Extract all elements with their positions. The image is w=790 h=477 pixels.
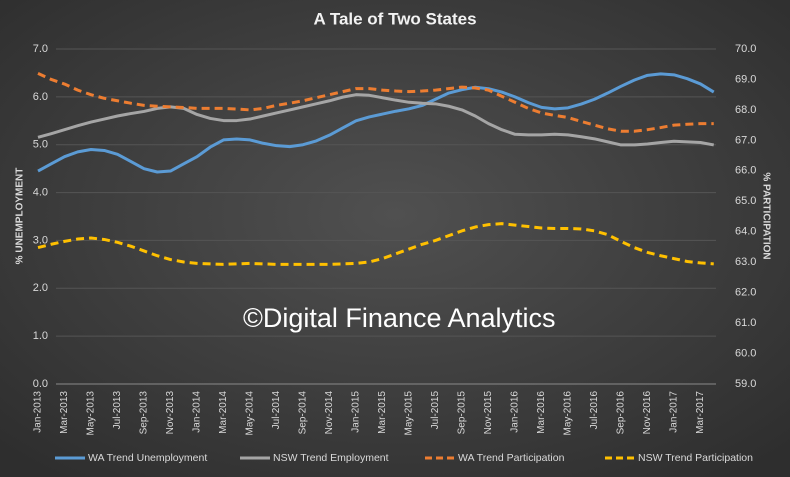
y2-tick-label: 66.0 bbox=[735, 165, 756, 177]
series-line bbox=[37, 222, 714, 266]
y-tick-label: 0.0 bbox=[33, 378, 48, 390]
x-tick-label: Nov-2016 bbox=[642, 391, 653, 435]
y2-tick-label: 68.0 bbox=[735, 104, 756, 116]
x-tick-label: Jul-2013 bbox=[112, 391, 123, 430]
legend-label: NSW Trend Participation bbox=[638, 452, 753, 464]
y-tick-label: 2.0 bbox=[33, 282, 48, 294]
x-tick-label: Jan-2013 bbox=[33, 391, 44, 433]
x-tick-label: Jan-2015 bbox=[351, 391, 362, 433]
x-tick-label: Sep-2015 bbox=[457, 391, 468, 435]
series-line bbox=[37, 72, 715, 174]
y-tick-label: 6.0 bbox=[33, 91, 48, 103]
legend-label: WA Trend Participation bbox=[458, 452, 565, 464]
legend-label: NSW Trend Employment bbox=[273, 452, 389, 464]
y2-tick-label: 60.0 bbox=[735, 347, 756, 359]
chart-title: A Tale of Two States bbox=[313, 9, 476, 28]
x-tick-label: Jan-2016 bbox=[510, 391, 521, 433]
y2-tick-label: 65.0 bbox=[735, 195, 756, 207]
y2-tick-label: 61.0 bbox=[735, 317, 756, 329]
y-tick-label: 5.0 bbox=[33, 139, 48, 151]
x-tick-label: Jul-2016 bbox=[589, 391, 600, 430]
x-tick-label: Jul-2014 bbox=[271, 391, 282, 430]
watermark: ©Digital Finance Analytics bbox=[243, 303, 556, 333]
y-axis-title: % UNEMPLOYMENT bbox=[15, 168, 26, 265]
y-tick-label: 4.0 bbox=[33, 186, 48, 198]
y2-tick-label: 63.0 bbox=[735, 256, 756, 268]
x-tick-label: Nov-2013 bbox=[165, 391, 176, 435]
x-tick-label: Nov-2014 bbox=[324, 391, 335, 435]
y2-tick-label: 59.0 bbox=[735, 378, 756, 390]
y-tick-label: 3.0 bbox=[33, 234, 48, 246]
x-tick-label: Mar-2017 bbox=[695, 391, 706, 434]
x-tick-label: Mar-2016 bbox=[536, 391, 547, 434]
x-tick-label: Jul-2015 bbox=[430, 391, 441, 430]
x-tick-label: Sep-2016 bbox=[616, 391, 627, 435]
y2-tick-label: 70.0 bbox=[735, 43, 756, 55]
y2-tick-label: 64.0 bbox=[735, 226, 756, 238]
x-tick-label: Sep-2013 bbox=[139, 391, 150, 435]
y2-tick-label: 62.0 bbox=[735, 287, 756, 299]
y-tick-label: 7.0 bbox=[33, 43, 48, 55]
x-tick-label: Mar-2013 bbox=[59, 391, 70, 434]
x-tick-label: May-2014 bbox=[245, 391, 256, 436]
x-tick-label: Mar-2014 bbox=[218, 391, 229, 434]
series-line bbox=[37, 93, 715, 147]
x-tick-label: Jan-2017 bbox=[669, 391, 680, 433]
x-tick-label: May-2013 bbox=[86, 391, 97, 436]
legend-label: WA Trend Unemployment bbox=[88, 452, 207, 464]
x-tick-label: May-2016 bbox=[563, 391, 574, 436]
series-line bbox=[37, 72, 714, 133]
x-tick-label: Jan-2014 bbox=[192, 391, 203, 433]
x-tick-label: Sep-2014 bbox=[298, 391, 309, 435]
x-tick-label: May-2015 bbox=[404, 391, 415, 436]
y2-tick-label: 69.0 bbox=[735, 73, 756, 85]
x-tick-label: Mar-2015 bbox=[377, 391, 388, 434]
y2-axis-title: % PARTICIPATION bbox=[760, 172, 771, 259]
x-tick-label: Nov-2015 bbox=[483, 391, 494, 435]
y2-tick-label: 67.0 bbox=[735, 134, 756, 146]
y-tick-label: 1.0 bbox=[33, 330, 48, 342]
